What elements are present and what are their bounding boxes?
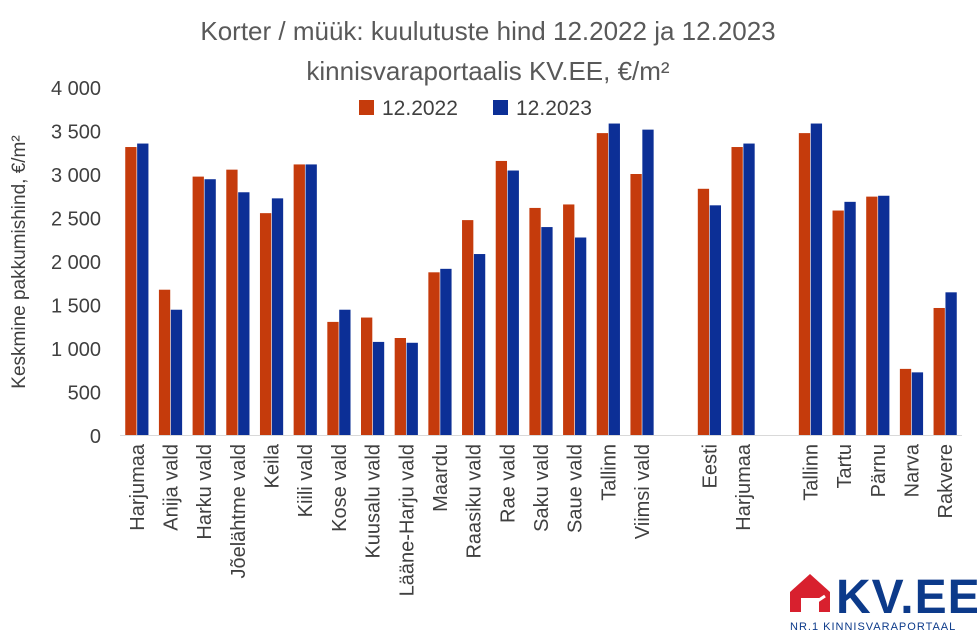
bar-2022 xyxy=(933,307,945,435)
x-tick-label: Harku vald xyxy=(194,444,216,540)
y-axis-ticks: 0 500 1 000 1 500 2 000 2 500 3 000 3 500 4 000 xyxy=(51,78,101,448)
x-tick-label: Kiili vald xyxy=(295,444,317,517)
x-tick-label: Kuusalu vald xyxy=(363,444,385,559)
bar-2023 xyxy=(743,143,755,436)
bar-2022 xyxy=(596,133,609,436)
y-tick-label: 4 000 xyxy=(51,78,101,100)
y-tick-label: 1 000 xyxy=(51,339,101,361)
bars xyxy=(125,123,957,436)
house-logo-icon xyxy=(790,574,830,612)
bar-2023 xyxy=(137,143,149,436)
x-tick-label: Saku vald xyxy=(531,444,553,532)
legend-swatch-2023 xyxy=(493,100,508,115)
y-axis-label: Keskmine pakkumishind, €/m² xyxy=(9,135,30,388)
bar-2023 xyxy=(541,227,553,435)
x-tick-label: Pärnu xyxy=(868,444,890,497)
x-tick-label: Raasiku vald xyxy=(464,444,486,559)
x-tick-label: Eesti xyxy=(699,444,721,488)
x-tick-label: Narva xyxy=(902,443,924,497)
x-tick-label: Tallinn xyxy=(800,444,822,501)
bar-2022 xyxy=(293,164,305,435)
bar-2023 xyxy=(844,201,856,435)
x-tick-label: Rae vald xyxy=(497,444,519,523)
x-tick-label: Viimsi vald xyxy=(632,444,654,539)
x-tick-label: Lääne-Harju vald xyxy=(396,444,418,596)
y-tick-label: 3 000 xyxy=(51,165,101,187)
bar-2023 xyxy=(911,372,924,435)
y-tick-label: 3 500 xyxy=(51,122,101,144)
bar-2022 xyxy=(697,188,710,435)
bar-2023 xyxy=(473,254,486,435)
bar-2023 xyxy=(574,237,587,435)
bar-2022 xyxy=(428,272,440,435)
logo-text: KV.EE xyxy=(836,571,977,624)
bar-2022 xyxy=(125,147,137,435)
bar-2022 xyxy=(327,321,339,435)
bar-2023 xyxy=(170,309,183,435)
legend-label-2022: 12.2022 xyxy=(382,97,458,120)
y-tick-label: 500 xyxy=(68,383,101,405)
x-tick-label: Maardu xyxy=(430,444,452,512)
y-tick-label: 0 xyxy=(90,426,101,448)
bar-2023 xyxy=(204,179,216,435)
bar-2022 xyxy=(731,147,743,435)
x-tick-label: Saue vald xyxy=(565,444,587,533)
bar-2023 xyxy=(440,268,452,435)
y-tick-label: 2 500 xyxy=(51,209,101,231)
bar-2023 xyxy=(507,170,519,435)
bar-2023 xyxy=(810,123,823,435)
y-tick-label: 1 500 xyxy=(51,296,101,318)
bar-2022 xyxy=(495,160,508,435)
x-tick-label: Harjumaa xyxy=(127,443,149,531)
bar-2023 xyxy=(372,341,385,435)
x-tick-label: Rakvere xyxy=(935,444,957,518)
bar-2023 xyxy=(305,164,317,435)
x-tick-label: Jõelähtme vald xyxy=(228,444,250,579)
chart-title: Korter / müük: kuulutuste hind 12.2022 j… xyxy=(200,16,775,46)
x-tick-label: Keila xyxy=(262,443,284,488)
bar-2023 xyxy=(608,123,620,435)
bar-2022 xyxy=(192,176,204,436)
bar-2023 xyxy=(709,205,721,435)
bar-2022 xyxy=(798,133,811,436)
logo-tagline: NR.1 KINNISVARAPORTAAL xyxy=(790,621,956,633)
x-tick-label: Anija vald xyxy=(161,444,183,531)
bar-2022 xyxy=(832,210,844,435)
bar-2022 xyxy=(899,368,912,435)
x-tick-label: Kose vald xyxy=(329,444,351,532)
x-axis-labels: Harjumaa Anija vald Harku vald Jõelähtme va… xyxy=(127,443,957,596)
bar-2022 xyxy=(529,207,541,435)
bar-2022 xyxy=(462,220,474,435)
bar-2022 xyxy=(630,174,642,435)
legend: 12.2022 12.2023 xyxy=(359,97,592,120)
bar-2023 xyxy=(238,192,250,435)
kv-logo: KV.EE NR.1 KINNISVARAPORTAAL xyxy=(790,571,977,633)
x-tick-label: Tallinn xyxy=(598,444,620,501)
x-tick-label: Harjumaa xyxy=(733,443,755,531)
bar-2022 xyxy=(394,338,406,435)
bar-2023 xyxy=(945,292,957,435)
chart-subtitle: kinnisvaraportaalis KV.EE, €/m² xyxy=(306,56,670,86)
y-tick-label: 2 000 xyxy=(51,252,101,274)
bar-2023 xyxy=(642,129,654,435)
bar-2022 xyxy=(158,289,171,435)
bar-2023 xyxy=(878,195,890,435)
x-tick-label: Tartu xyxy=(834,444,856,488)
bar-2022 xyxy=(563,204,575,435)
bar-2022 xyxy=(259,213,272,435)
bar-2023 xyxy=(339,309,351,435)
bar-2023 xyxy=(271,198,284,435)
bar-2022 xyxy=(226,169,238,435)
legend-label-2023: 12.2023 xyxy=(516,97,592,120)
bar-2022 xyxy=(866,196,878,435)
bar-2023 xyxy=(406,342,418,435)
legend-swatch-2022 xyxy=(359,100,374,115)
bar-2022 xyxy=(361,317,373,435)
